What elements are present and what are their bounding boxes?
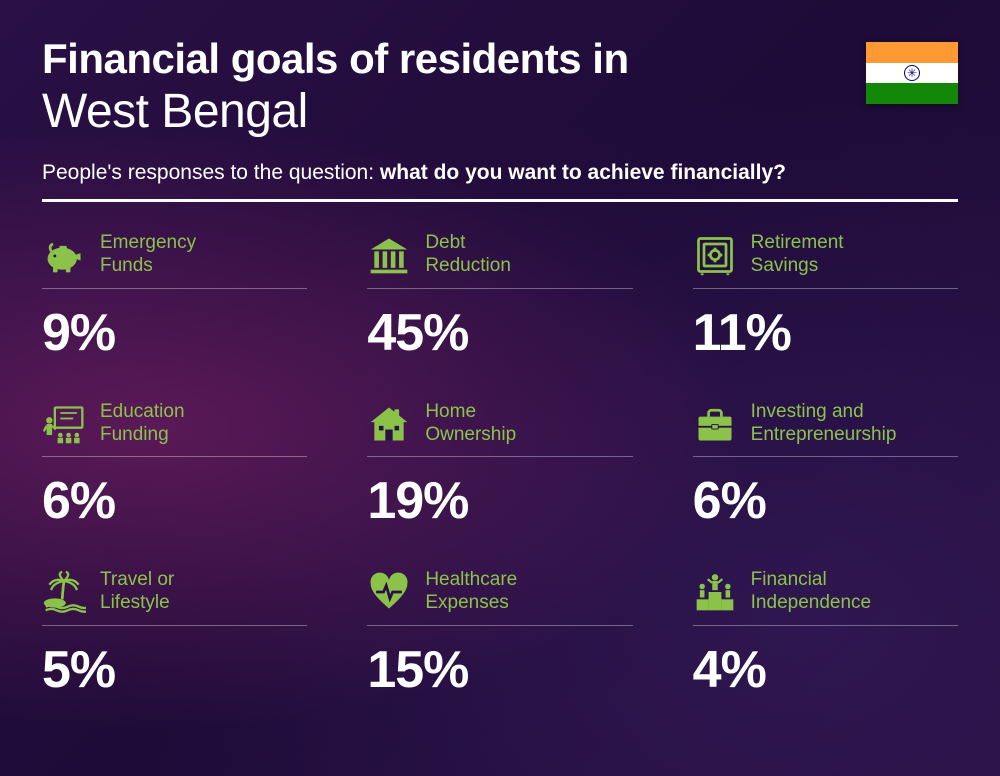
stat-travel-lifestyle: Travel or Lifestyle 5%: [42, 569, 307, 700]
stat-education-funding: Education Funding 6%: [42, 401, 307, 532]
stat-label: Home Ownership: [425, 401, 516, 447]
briefcase-icon: [693, 402, 737, 446]
subtitle-prefix: People's responses to the question:: [42, 161, 380, 184]
stat-value: 5%: [42, 640, 307, 700]
stat-value: 6%: [42, 471, 307, 531]
header-divider: [42, 199, 958, 202]
stat-debt-reduction: Debt Reduction 45%: [367, 232, 632, 363]
stat-investing-entrepreneurship: Investing and Entrepreneurship 6%: [693, 401, 958, 532]
subtitle-question: what do you want to achieve financially?: [380, 161, 786, 184]
stat-emergency-funds: Emergency Funds 9%: [42, 232, 307, 363]
stats-grid: Emergency Funds 9% Debt Reduction 45%: [42, 232, 958, 700]
stat-value: 9%: [42, 303, 307, 363]
education-icon: [42, 402, 86, 446]
stat-value: 6%: [693, 471, 958, 531]
safe-icon: [693, 233, 737, 277]
stat-label: Debt Reduction: [425, 232, 511, 278]
stat-label: Investing and Entrepreneurship: [751, 401, 897, 447]
palm-tree-icon: [42, 570, 86, 614]
stat-value: 11%: [693, 303, 958, 363]
bank-icon: [367, 233, 411, 277]
stat-value: 45%: [367, 303, 632, 363]
stat-label: Emergency Funds: [100, 232, 196, 278]
stat-financial-independence: Financial Independence 4%: [693, 569, 958, 700]
stat-label: Retirement Savings: [751, 232, 844, 278]
stat-value: 19%: [367, 471, 632, 531]
stat-label: Travel or Lifestyle: [100, 569, 174, 615]
stat-healthcare-expenses: Healthcare Expenses 15%: [367, 569, 632, 700]
piggy-bank-icon: [42, 233, 86, 277]
subtitle: People's responses to the question: what…: [42, 161, 958, 185]
stat-retirement-savings: Retirement Savings 11%: [693, 232, 958, 363]
stat-label: Healthcare Expenses: [425, 569, 517, 615]
stat-home-ownership: Home Ownership 19%: [367, 401, 632, 532]
stat-label: Education Funding: [100, 401, 185, 447]
title-line1: Financial goals of residents in: [42, 36, 958, 82]
stat-value: 15%: [367, 640, 632, 700]
podium-icon: [693, 570, 737, 614]
infographic-container: Financial goals of residents in West Ben…: [0, 0, 1000, 736]
stat-label: Financial Independence: [751, 569, 871, 615]
header: Financial goals of residents in West Ben…: [42, 36, 958, 202]
stat-value: 4%: [693, 640, 958, 700]
house-icon: [367, 402, 411, 446]
title-line2: West Bengal: [42, 84, 958, 139]
heart-pulse-icon: [367, 570, 411, 614]
india-flag-icon: [866, 42, 958, 104]
